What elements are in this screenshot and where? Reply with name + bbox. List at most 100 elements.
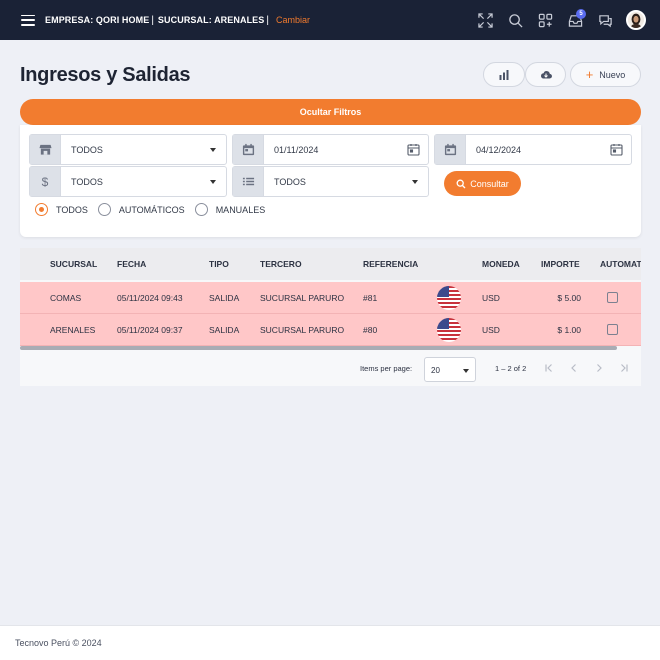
search-icon [456,179,466,188]
currency-select-value: TODOS [71,176,103,187]
calendar-picker-icon[interactable] [610,143,623,156]
cloud-download-icon [540,70,552,79]
radio-button[interactable] [35,203,48,216]
menu-icon[interactable] [21,14,35,26]
radio-todos[interactable]: TODOS [35,203,88,216]
next-page-icon[interactable] [592,361,606,375]
date-to-filter: 04/12/2024 [434,134,632,165]
toggle-filters-button[interactable]: Ocultar Filtros [20,99,641,125]
page-title: Ingresos y Salidas [20,64,191,86]
column-header-moneda[interactable]: MONEDA [482,259,520,269]
apps-grid-icon[interactable] [534,9,556,31]
items-per-page-label: Items per page: [360,364,413,373]
dollar-icon: $ [30,167,61,196]
calendar-picker-icon[interactable] [407,143,420,156]
cell-tercero: SUCURSAL PARURO [260,325,345,335]
us-flag-icon [437,318,461,342]
cell-referencia: #80 [363,325,378,335]
cell-moneda: USD [482,325,500,335]
cell-tipo: SALIDA [209,293,240,303]
first-page-icon[interactable] [542,361,556,375]
horizontal-scrollbar[interactable] [20,346,617,350]
type-filter: TODOS [232,166,429,197]
automatic-checkbox[interactable] [607,292,618,303]
range-label: 1 – 2 of 2 [495,364,527,373]
empresa-label: EMPRESA: QORI HOME [45,15,150,25]
store-select[interactable]: TODOS [61,135,226,164]
store-select-value: TODOS [71,144,103,155]
last-page-icon[interactable] [617,361,631,375]
user-avatar[interactable] [626,10,646,30]
currency-select[interactable]: TODOS [61,167,226,196]
calendar-icon [233,135,264,164]
cell-referencia: #81 [363,293,378,303]
inbox-icon[interactable]: 5 [564,9,586,31]
consult-button-label: Consultar [470,178,509,189]
list-icon [233,167,264,196]
column-header-referencia[interactable]: REFERENCIA [363,259,419,269]
chevron-down-icon [412,180,418,184]
sucursal-label: SUCURSAL: ARENALES [157,15,265,25]
search-icon[interactable] [504,9,526,31]
date-from-filter: 01/11/2024 [232,134,429,165]
column-header-fecha[interactable]: FECHA [117,259,147,269]
date-from-value: 01/11/2024 [274,144,319,155]
cell-importe: $ 5.00 [557,293,581,303]
table-header: SUCURSAL FECHA TIPO TERCERO REFERENCIA M… [20,248,641,280]
radio-label: TODOS [56,204,88,215]
change-branch-link[interactable]: Cambiar [276,15,311,25]
new-button-label: Nuevo [599,69,626,80]
mode-radio-group: TODOS AUTOMÁTICOS MANUALES [35,203,275,216]
chevron-down-icon [210,148,216,152]
column-header-importe[interactable]: IMPORTE [541,259,580,269]
copyright-text: Tecnovo Perú © 2024 [15,638,102,648]
cell-moneda: USD [482,293,500,303]
chat-icon[interactable] [594,9,616,31]
us-flag-icon [437,286,461,310]
toggle-filters-label: Ocultar Filtros [299,107,362,117]
top-navbar: EMPRESA: QORI HOME | SUCURSAL: ARENALES … [0,0,660,40]
previous-page-icon[interactable] [567,361,581,375]
radio-manuales[interactable]: MANUALES [194,203,266,216]
cell-tipo: SALIDA [209,325,240,335]
column-header-tercero[interactable]: TERCERO [260,259,302,269]
date-from-input[interactable]: 01/11/2024 [264,135,428,164]
radio-button[interactable] [97,203,111,216]
table-row[interactable]: COMAS 05/11/2024 09:43 SALIDA SUCURSAL P… [20,282,641,314]
column-header-tipo[interactable]: TIPO [209,259,229,269]
paginator: Items per page: 20 1 – 2 of 2 [20,350,641,386]
consult-button[interactable]: Consultar [444,171,521,196]
date-to-input[interactable]: 04/12/2024 [466,135,631,164]
cell-importe: $ 1.00 [557,325,581,335]
separator: | [266,14,270,26]
bar-chart-icon [499,69,509,80]
type-select-value: TODOS [274,176,306,187]
fullscreen-icon[interactable] [474,9,496,31]
type-select[interactable]: TODOS [264,167,428,196]
chevron-down-icon [210,180,216,184]
chevron-down-icon [463,369,469,373]
store-icon [30,135,61,164]
page-size-select[interactable]: 20 [424,357,476,382]
cell-fecha: 05/11/2024 09:43 [117,293,183,303]
radio-automaticos[interactable]: AUTOMÁTICOS [97,203,185,216]
radio-label: MANUALES [215,204,266,215]
calendar-icon [435,135,466,164]
download-button[interactable] [525,62,566,87]
new-button[interactable]: + Nuevo [570,62,641,87]
separator: | [151,14,154,26]
cell-fecha: 05/11/2024 09:37 [117,325,183,335]
column-header-automatico[interactable]: AUTOMAT [600,259,641,269]
cell-tercero: SUCURSAL PARURO [260,293,345,303]
table-row[interactable]: ARENALES 05/11/2024 09:37 SALIDA SUCURSA… [20,314,641,346]
automatic-checkbox[interactable] [607,324,618,335]
notification-badge: 5 [576,9,586,19]
store-filter: TODOS [29,134,227,165]
radio-button[interactable] [194,203,208,216]
cell-sucursal: ARENALES [50,325,96,335]
stats-button[interactable] [483,62,525,87]
currency-filter: $ TODOS [29,166,227,197]
plus-icon: + [585,67,594,82]
footer: Tecnovo Perú © 2024 [0,625,660,660]
column-header-sucursal[interactable]: SUCURSAL [50,259,98,269]
